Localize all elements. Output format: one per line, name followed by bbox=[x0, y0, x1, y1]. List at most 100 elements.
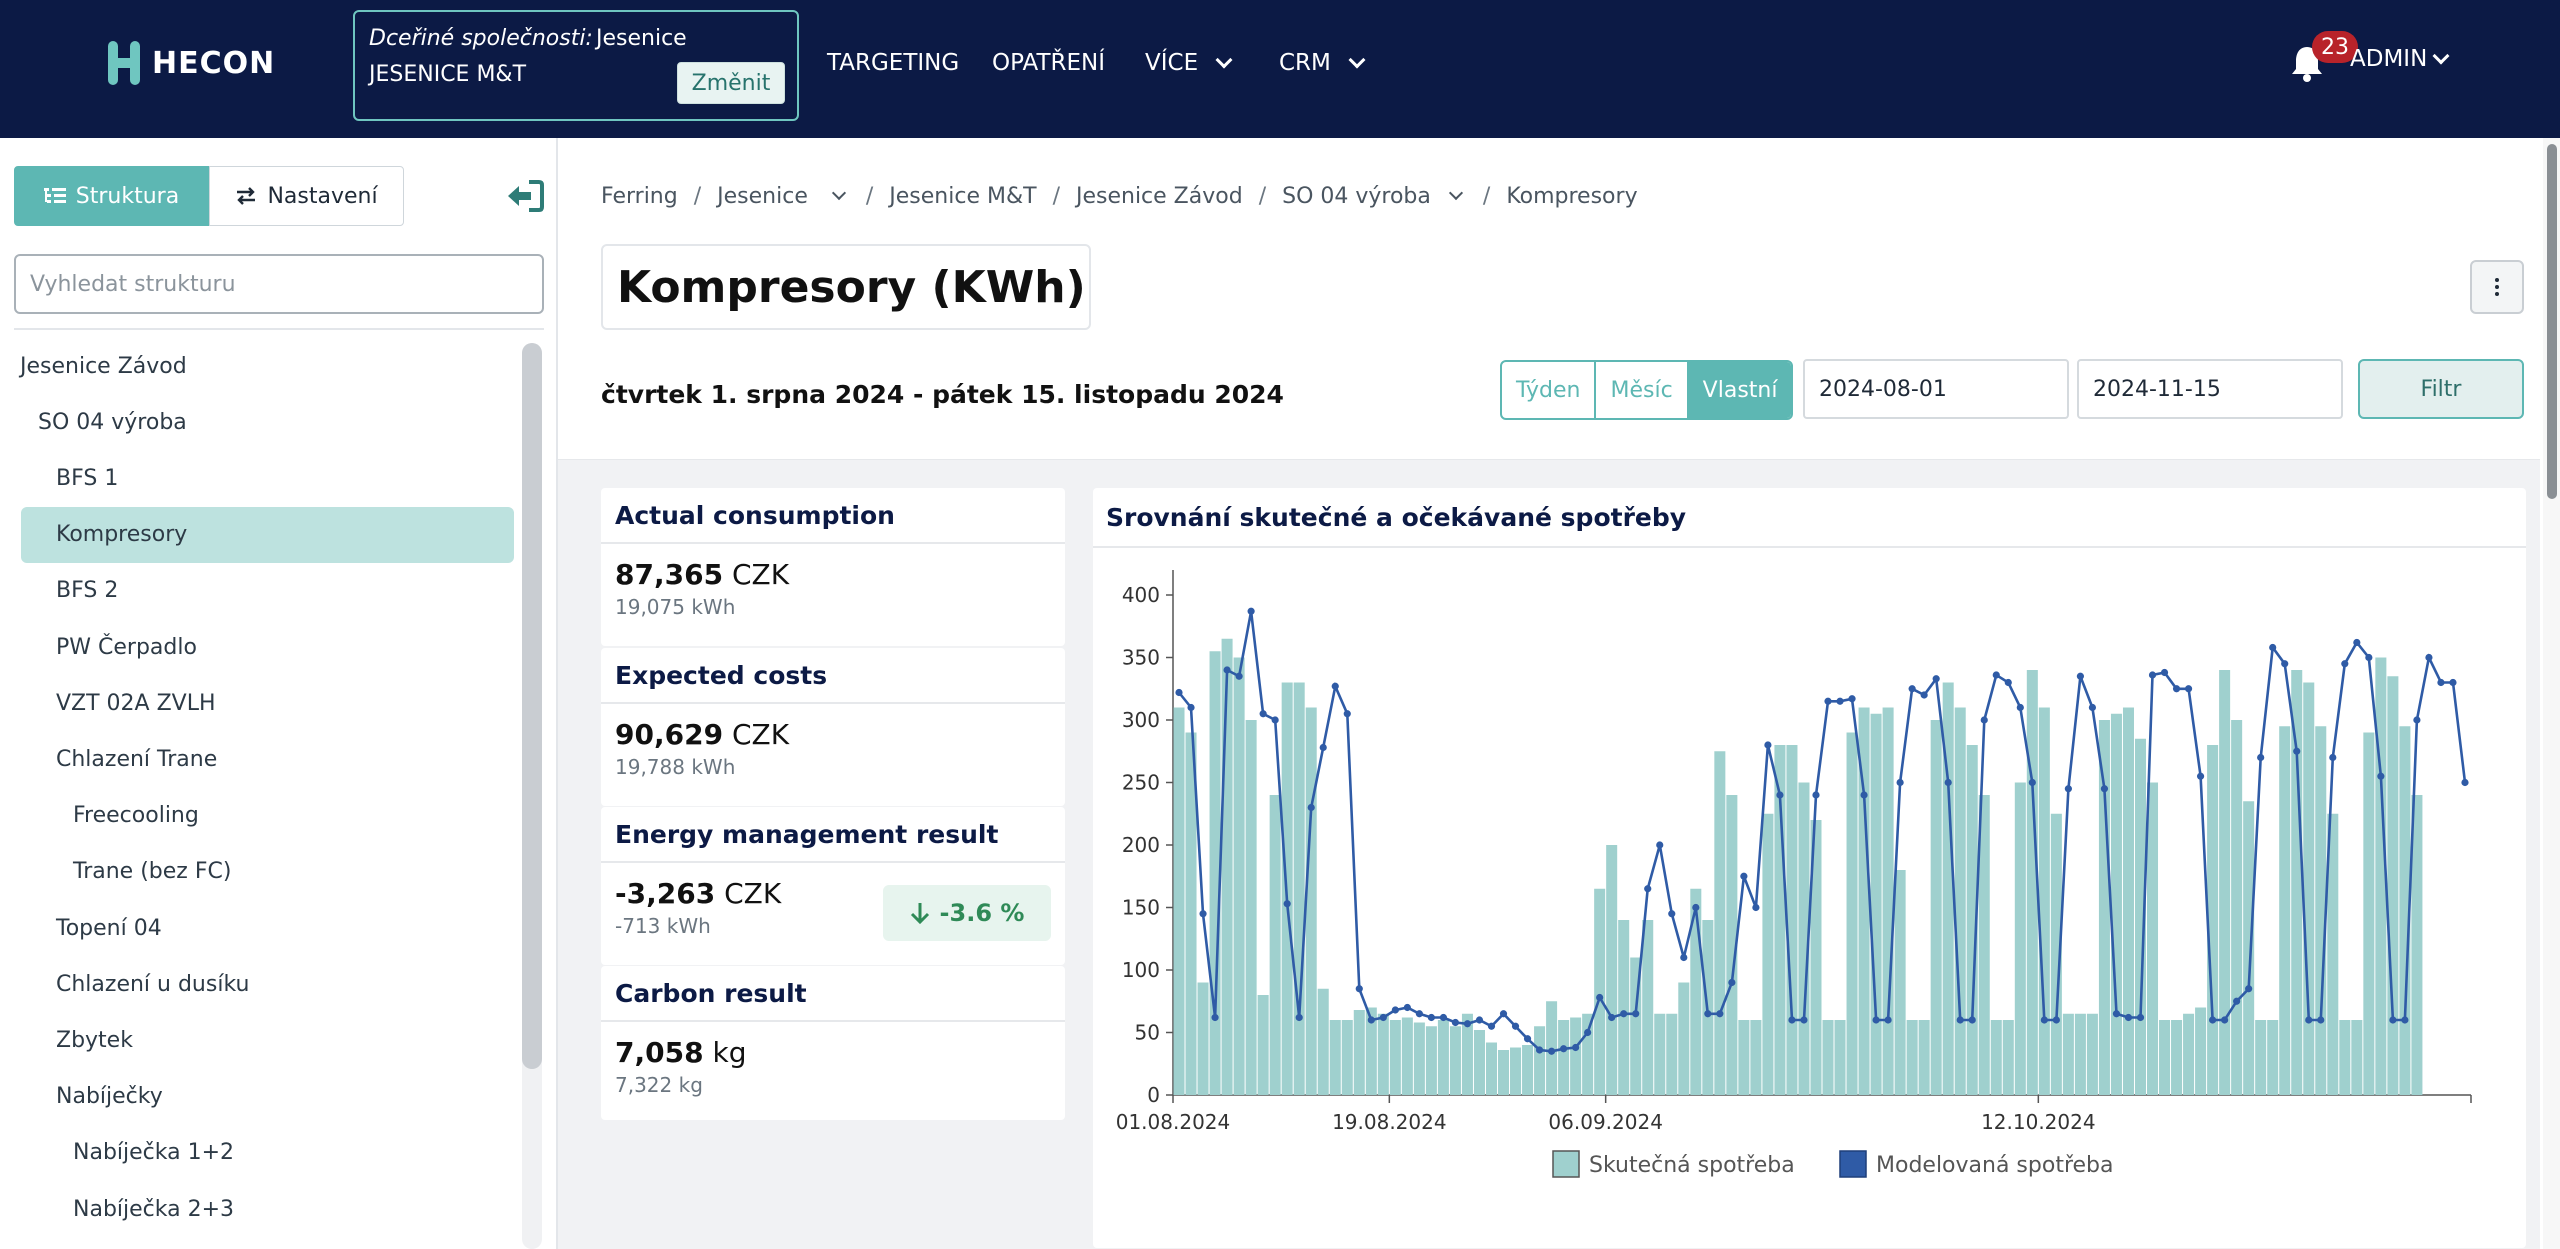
line-point bbox=[2257, 753, 2265, 762]
kpi-unit: CZK bbox=[731, 718, 790, 751]
kpi-unit: CZK bbox=[731, 558, 790, 591]
tree-item[interactable]: Chlazení u dusíku bbox=[0, 956, 249, 1012]
nav-crm[interactable]: CRM bbox=[1279, 46, 1366, 80]
bar bbox=[1329, 1020, 1341, 1095]
line-point bbox=[1764, 741, 1772, 749]
y-tick-label: 50 bbox=[1135, 1021, 1160, 1045]
line-point bbox=[1403, 1003, 1411, 1012]
breadcrumb-item[interactable]: Ferring bbox=[601, 183, 678, 209]
collapse-sidebar-icon[interactable] bbox=[505, 178, 545, 214]
bar bbox=[1317, 988, 1329, 1095]
bar bbox=[2243, 801, 2255, 1095]
period-month[interactable]: Měsíc bbox=[1596, 362, 1689, 418]
period-custom[interactable]: Vlastní bbox=[1688, 362, 1792, 418]
page-scrollbar-thumb[interactable] bbox=[2547, 144, 2557, 499]
tree-item[interactable]: Nabíječka 2+3 bbox=[0, 1181, 234, 1237]
breadcrumb: Ferring / Jesenice / Jesenice M&T / Jese… bbox=[601, 180, 1638, 212]
tree-item[interactable]: Chlazení Trane bbox=[0, 731, 217, 787]
kpi-value: 87,365 CZK bbox=[615, 558, 1051, 591]
tree-item[interactable]: Nabíječky bbox=[0, 1069, 163, 1125]
chevron-down-icon bbox=[2432, 47, 2450, 65]
tab-settings[interactable]: Nastavení bbox=[209, 166, 404, 226]
line-point bbox=[1956, 1016, 1964, 1024]
nav-targeting[interactable]: TARGETING bbox=[827, 46, 959, 80]
breadcrumb-item[interactable]: Jesenice bbox=[717, 183, 808, 209]
date-to-input[interactable]: 2024-11-15 bbox=[2077, 359, 2343, 419]
tree-item[interactable]: SO 04 výroba bbox=[0, 394, 187, 450]
bar bbox=[1582, 1013, 1594, 1095]
bar bbox=[1798, 782, 1810, 1095]
line-point bbox=[1367, 1016, 1375, 1024]
tree-item[interactable]: Kompresory bbox=[21, 506, 514, 563]
line-point bbox=[1295, 1013, 1303, 1022]
breadcrumb-separator: / bbox=[1482, 183, 1491, 209]
nav-vice-label: VÍCE bbox=[1145, 50, 1199, 76]
bar bbox=[1966, 745, 1978, 1095]
user-menu[interactable]: ADMIN bbox=[2350, 46, 2450, 72]
line-point bbox=[1572, 1043, 1580, 1052]
tree-item-label: Kompresory bbox=[56, 522, 188, 548]
line-point bbox=[2269, 643, 2277, 652]
line-point bbox=[2112, 1010, 2121, 1018]
breadcrumb-item[interactable]: Jesenice M&T bbox=[889, 183, 1037, 209]
bar bbox=[1570, 1017, 1582, 1095]
tree-item[interactable]: Nabíječka 1+2 bbox=[0, 1125, 234, 1181]
tree-item[interactable]: PW Čerpadlo bbox=[0, 619, 197, 675]
tree-item[interactable]: VZT 02A ZVLH bbox=[0, 675, 216, 731]
logo[interactable]: HECON bbox=[108, 40, 275, 86]
kpi-subvalue: -713 kWh bbox=[615, 914, 711, 938]
breadcrumb-item[interactable]: Jesenice Závod bbox=[1075, 183, 1243, 209]
kpi-value: 90,629 CZK bbox=[615, 718, 1051, 751]
breadcrumb-item[interactable]: SO 04 výroba bbox=[1282, 183, 1431, 209]
tree-item[interactable]: Topení 04 bbox=[0, 900, 162, 956]
filter-button[interactable]: Filtr bbox=[2358, 359, 2524, 419]
tab-structure[interactable]: Struktura bbox=[14, 166, 209, 226]
line-point bbox=[1632, 1010, 1640, 1018]
kpi-title: Expected costs bbox=[601, 648, 1065, 704]
line-point bbox=[1187, 703, 1195, 712]
line-point bbox=[2136, 1013, 2145, 1022]
bar bbox=[1690, 888, 1702, 1095]
chevron-down-icon bbox=[1348, 51, 1366, 69]
dot bbox=[2495, 292, 2499, 296]
tree-item[interactable]: BFS 2 bbox=[0, 563, 118, 619]
chevron-down-icon[interactable] bbox=[1448, 185, 1463, 201]
period-week[interactable]: Týden bbox=[1502, 362, 1597, 418]
bar bbox=[2387, 676, 2399, 1095]
line-point bbox=[2341, 660, 2349, 668]
tree-item[interactable]: Trane (bez FC) bbox=[0, 844, 231, 900]
tree-item[interactable]: Zbytek bbox=[0, 1012, 133, 1068]
line-point bbox=[1271, 716, 1279, 724]
tree-item[interactable]: Freecooling bbox=[0, 788, 199, 844]
more-options-button[interactable] bbox=[2470, 260, 2524, 314]
line-point bbox=[1860, 791, 1868, 799]
line-point bbox=[2245, 985, 2253, 993]
bar bbox=[1510, 1047, 1522, 1095]
bar bbox=[1197, 982, 1209, 1095]
date-from-input[interactable]: 2024-08-01 bbox=[1803, 359, 2069, 419]
bar bbox=[1257, 995, 1269, 1095]
chevron-down-icon[interactable] bbox=[831, 185, 846, 201]
bar bbox=[2050, 813, 2062, 1095]
legend-swatch-modeled bbox=[1839, 1150, 1867, 1178]
consumption-chart: 0 50 100 150 200 250 300 350 400 01.08.2024 19.08.… bbox=[1116, 570, 2472, 1178]
chevron-down-icon bbox=[1215, 51, 1233, 69]
line-point bbox=[2100, 785, 2109, 793]
modeled-line bbox=[1177, 611, 2467, 1053]
line-point bbox=[1223, 666, 1231, 674]
line-point bbox=[2233, 997, 2241, 1005]
structure-search-input[interactable] bbox=[14, 254, 544, 314]
change-company-button[interactable]: Změnit bbox=[677, 62, 785, 104]
bar bbox=[2074, 1013, 2086, 1095]
sidebar-scrollbar-thumb[interactable] bbox=[522, 343, 542, 1069]
company-value: Jesenice bbox=[596, 26, 687, 51]
breadcrumb-separator: / bbox=[693, 183, 702, 209]
tree-item[interactable]: Jesenice Závod bbox=[0, 338, 187, 394]
nav-opatreni[interactable]: OPATŘENÍ bbox=[992, 46, 1105, 80]
line-point bbox=[1932, 675, 1940, 683]
nav-vice[interactable]: VÍCE bbox=[1145, 46, 1233, 80]
kpi-energy-management-result: Energy management result -3,263 CZK -713… bbox=[601, 807, 1065, 965]
tree-item-label: Chlazení u dusíku bbox=[56, 971, 250, 997]
bar bbox=[2411, 795, 2423, 1095]
tree-item[interactable]: BFS 1 bbox=[0, 450, 118, 506]
